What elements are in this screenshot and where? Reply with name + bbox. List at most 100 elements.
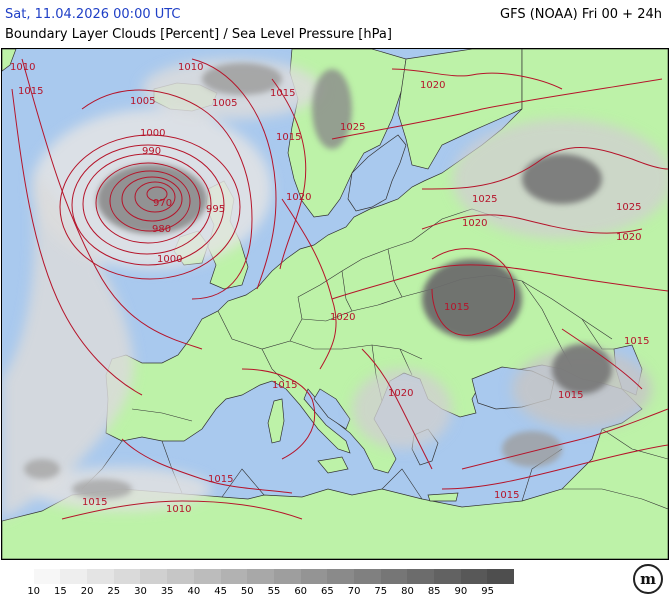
- legend-value-label: 40: [187, 586, 201, 597]
- legend-swatch: [193, 569, 221, 584]
- isobar-1010-west: [21, 58, 203, 350]
- isobar-label: 1020: [420, 80, 445, 91]
- legend-swatch: [33, 569, 61, 584]
- isobar-1025-north: [331, 78, 663, 140]
- isobar-label: 1020: [286, 192, 311, 203]
- isobar-label: 1015: [272, 380, 297, 391]
- isobar-label: 1025: [472, 194, 497, 205]
- cloud-legend: [7, 569, 515, 584]
- isobar-ring-6: [82, 153, 212, 255]
- isobar-label: 1010: [10, 62, 35, 73]
- isobar-1015-italy: [241, 368, 316, 460]
- isobar-ring-2: [134, 181, 176, 213]
- cloud-dark-russia: [522, 154, 602, 204]
- isobar-label: 1020: [388, 388, 413, 399]
- isobar-ring-3: [121, 176, 183, 222]
- isobar-label: 1025: [340, 122, 365, 133]
- cloud-dark-layer: [24, 63, 612, 499]
- legend-value-label: 55: [267, 586, 281, 597]
- cloud-dark-cyclone: [97, 164, 207, 234]
- isobar-1025-east: [421, 146, 668, 190]
- adriatic-sea: [313, 388, 351, 430]
- isobar-label: 970: [153, 198, 172, 209]
- legend-value-label: 85: [427, 586, 441, 597]
- legend-value-label: 30: [134, 586, 147, 597]
- legend-swatch: [87, 569, 114, 584]
- legend-swatch: [380, 569, 408, 584]
- model-run-label: GFS (NOAA) Fri 00 + 24h: [500, 7, 662, 22]
- legend-value-label: 10: [27, 586, 41, 597]
- isobar-label: 1015: [494, 490, 519, 501]
- isobar-label: 1015: [270, 88, 295, 99]
- isobar-label: 1015: [18, 86, 43, 97]
- isobars: [11, 58, 668, 520]
- isobar-label: 990: [142, 146, 161, 157]
- legend-value-label: 65: [321, 586, 334, 597]
- legend-value-label: 20: [80, 586, 94, 597]
- legend-swatch: [140, 569, 168, 584]
- legend-value-label: 15: [54, 586, 67, 597]
- legend-swatch: [327, 569, 354, 584]
- legend-swatch: [167, 569, 194, 584]
- isobar-ring-4: [109, 170, 191, 232]
- isobar-label: 1010: [178, 62, 203, 73]
- isobar-label: 1020: [330, 312, 355, 323]
- cloud-dark-caucasus: [552, 344, 612, 394]
- isobar-1015-mediterranean: [441, 444, 668, 490]
- isobar-label: 995: [206, 204, 225, 215]
- legend-swatch: [247, 569, 274, 584]
- legend-swatch: [300, 569, 328, 584]
- cloud-dark-turkey: [502, 431, 562, 467]
- cloud-legend-labels: 10 15 20 25 30 35 40 45 50 55 60 65 70 75 80 85 90 95: [7, 586, 527, 598]
- isobar-1015-turkey: [461, 408, 668, 470]
- cloud-light-band: [2, 169, 134, 519]
- isobar-1015-west: [11, 88, 143, 396]
- cloud-dark-atlas: [72, 479, 132, 499]
- isobar-label: 1015: [208, 474, 233, 485]
- isobar-label: 1020: [616, 232, 641, 243]
- legend-value-label: 35: [160, 586, 174, 597]
- isobar-ring-1: [146, 186, 168, 202]
- cloud-dark-ukraine: [422, 259, 522, 339]
- weather-map[interactable]: 1010 1015 1005 1005 1010 1015 1020 1025 1000 990 9…: [1, 48, 669, 560]
- cloud-field: [2, 59, 668, 519]
- legend-value-label: 80: [401, 586, 414, 597]
- legend-swatch: [220, 569, 248, 584]
- finland-landmass: [397, 49, 523, 170]
- legend-value-label: 75: [374, 586, 388, 597]
- isobar-ring-5: [95, 162, 201, 244]
- cloud-dark-north: [202, 63, 282, 95]
- cloud-dark-scandinavia: [312, 69, 352, 149]
- legend-swatch: [273, 569, 301, 584]
- isobar-label: 1010: [166, 504, 191, 515]
- legend-swatch: [7, 569, 34, 584]
- legend-swatch: [353, 569, 381, 584]
- isobar-label: 1015: [558, 390, 583, 401]
- sicily-landmass: [317, 456, 349, 474]
- cloud-dark-morocco: [24, 459, 60, 479]
- legend-swatch: [460, 569, 488, 584]
- crete-landmass: [427, 492, 459, 502]
- isobar-1020-central: [331, 264, 668, 300]
- isobar-1015-east: [561, 328, 643, 390]
- legend-value-label: 45: [214, 586, 227, 597]
- isobar-1010-africa: [61, 500, 303, 520]
- isobar-label: 980: [152, 224, 171, 235]
- isobar-1015-ukraine: [431, 248, 516, 336]
- isobar-label: 1020: [462, 218, 487, 229]
- legend-value-label: 95: [481, 586, 494, 597]
- isobar-label: 1005: [212, 98, 237, 109]
- isobar-1020-balkan: [361, 348, 433, 470]
- legend-value-label: 50: [240, 586, 254, 597]
- isobar-label: 1000: [140, 128, 165, 139]
- isobar-label: 1000: [157, 254, 182, 265]
- parameter-title: Boundary Layer Clouds [Percent] / Sea Le…: [5, 27, 392, 42]
- baltic-sea: [347, 134, 407, 212]
- greenland-landmass: [2, 49, 17, 72]
- run-date-label: Sat, 11.04.2026 00:00 UTC: [5, 7, 181, 22]
- isobar-label: 1025: [616, 202, 641, 213]
- meteoblue-logo-icon[interactable]: m: [633, 564, 663, 594]
- isobar-label: 1015: [444, 302, 469, 313]
- isobar-1020-ukraine: [421, 214, 643, 234]
- isobar-ring-7: [71, 144, 225, 266]
